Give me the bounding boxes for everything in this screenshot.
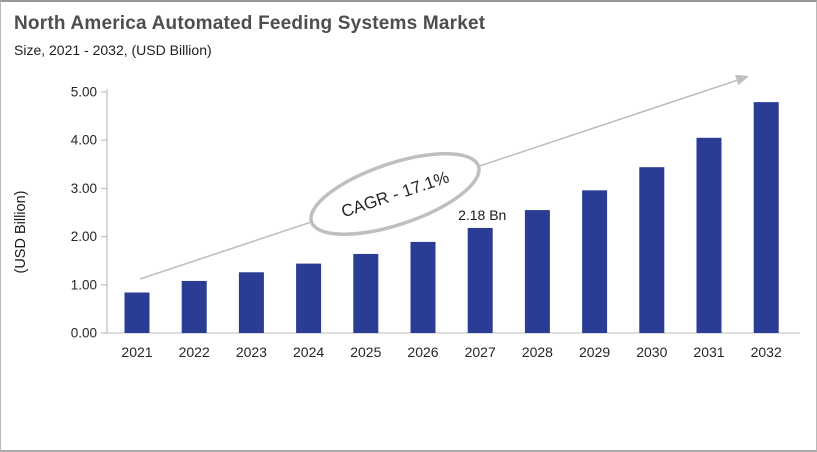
- y-tick-label: 5.00: [71, 85, 97, 100]
- y-axis-title: (USD Billion): [13, 191, 29, 274]
- x-tick-label: 2022: [179, 344, 210, 360]
- bar-2023: [238, 272, 264, 333]
- bar-2028: [524, 210, 550, 333]
- x-tick-label: 2029: [579, 344, 610, 360]
- x-tick-label: 2023: [236, 344, 267, 360]
- x-tick-label: 2025: [350, 344, 381, 360]
- cagr-ellipse: [309, 152, 481, 236]
- bar-2021: [124, 292, 150, 333]
- x-tick-label: 2026: [407, 344, 438, 360]
- y-tick-label: 4.00: [71, 133, 97, 148]
- y-tick-label: 0.00: [71, 326, 97, 341]
- y-tick-label: 1.00: [71, 277, 97, 292]
- x-tick-label: 2032: [751, 344, 782, 360]
- bar-value-label: 2.18 Bn: [458, 207, 506, 223]
- x-tick-label: 2024: [293, 344, 324, 360]
- cagr-annotation: CAGR - 17.1%: [309, 152, 481, 236]
- bar-2031: [696, 137, 722, 333]
- bar-2024: [296, 263, 322, 333]
- x-tick-label: 2031: [693, 344, 724, 360]
- bar-2030: [639, 167, 665, 333]
- x-tick-label: 2027: [465, 344, 496, 360]
- x-tick-label: 2030: [636, 344, 667, 360]
- bar-2026: [410, 241, 436, 333]
- y-tick-label: 2.00: [71, 229, 97, 244]
- bar-2022: [181, 280, 207, 333]
- bar-2027: [467, 227, 493, 333]
- chart-subtitle: Size, 2021 - 2032, (USD Billion): [14, 42, 212, 58]
- x-tick-label: 2021: [121, 344, 152, 360]
- bar-2029: [582, 190, 608, 333]
- bar-2025: [353, 253, 379, 333]
- bar-2032: [753, 102, 779, 333]
- x-tick-label: 2028: [522, 344, 553, 360]
- chart-title: North America Automated Feeding Systems …: [14, 13, 486, 34]
- y-tick-label: 3.00: [71, 181, 97, 196]
- trend-arrow-head: [735, 74, 749, 86]
